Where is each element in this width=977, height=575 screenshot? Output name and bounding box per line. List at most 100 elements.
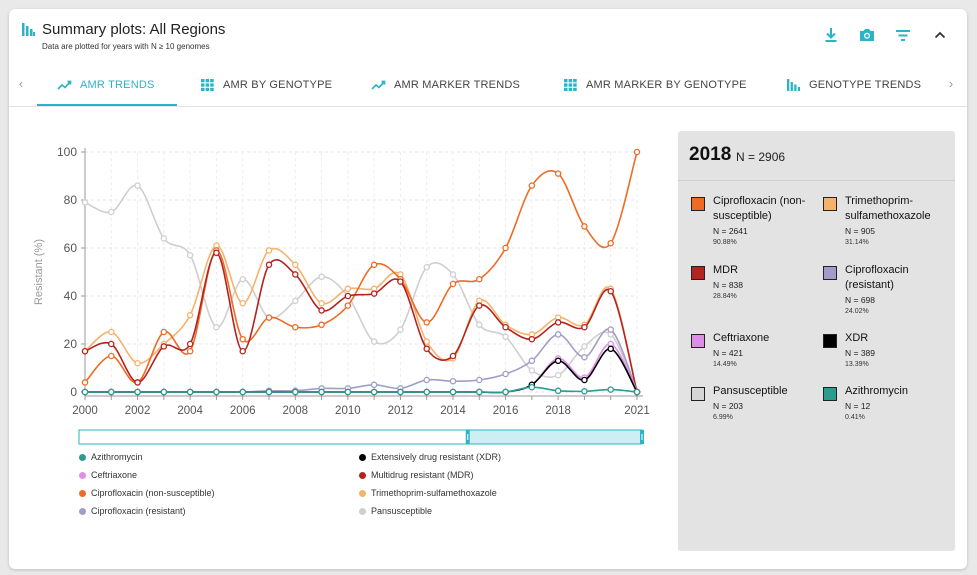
data-point-pansusceptible [581, 343, 588, 350]
data-point-extensively-drug-resistant-xdr [607, 345, 614, 353]
data-point-ciprofloxacin-non-susceptible [449, 280, 457, 288]
data-point-multidrug-resistant-mdr [108, 340, 115, 348]
data-point-pansusceptible [370, 338, 378, 345]
data-point-ciprofloxacin-resistant [502, 370, 509, 378]
data-point-pansusceptible [476, 321, 483, 329]
data-point-azithromycin [633, 388, 641, 396]
x-tick-label: 2000 [72, 405, 98, 417]
legend-label: Azithromycin [91, 452, 143, 462]
data-point-pansusceptible [108, 208, 115, 216]
data-point-ciprofloxacin-non-susceptible [528, 182, 536, 189]
chevron-up-icon[interactable] [931, 26, 949, 44]
data-point-ciprofloxacin-non-susceptible [502, 244, 509, 252]
data-point-trimethoprim-sulfamethoxazole [423, 338, 430, 345]
data-point-pansusceptible [213, 323, 220, 331]
panel-item-count: N = 421 [713, 348, 744, 358]
panel-item-percent: 90.88% [713, 239, 737, 246]
panel-year: 2018 [689, 144, 732, 165]
data-point-azithromycin [265, 388, 273, 396]
x-tick-label: 2021 [624, 405, 650, 417]
time-brush-selection[interactable] [467, 429, 643, 445]
panel-item-swatch [823, 197, 837, 211]
download-icon[interactable] [822, 26, 840, 44]
legend-item-trimethoprim-sulfamethoxazole[interactable]: Trimethoprim-sulfamethoxazole [359, 488, 497, 498]
tab-amr-by-genotype[interactable]: AMR BY GENOTYPE [200, 63, 332, 106]
data-point-azithromycin [318, 388, 325, 396]
data-point-ciprofloxacin-non-susceptible [81, 379, 89, 386]
tab-amr-marker-trends[interactable]: AMR MARKER TRENDS [371, 63, 520, 106]
legend-swatch [79, 489, 86, 497]
series-line-ciprofloxacin-non-susceptible [84, 151, 638, 384]
legend-label: Pansusceptible [371, 506, 433, 516]
filter-icon[interactable] [894, 26, 912, 44]
y-tick-label: 80 [64, 193, 78, 207]
panel-item-name: Azithromycin [845, 385, 908, 397]
data-point-azithromycin [423, 388, 430, 396]
legend-item-extensively-drug-resistant-xdr[interactable]: Extensively drug resistant (XDR) [359, 452, 501, 462]
data-point-multidrug-resistant-mdr [397, 278, 404, 285]
data-point-trimethoprim-sulfamethoxazole [134, 359, 141, 367]
data-point-ciprofloxacin-resistant [449, 377, 457, 385]
data-point-multidrug-resistant-mdr [449, 352, 457, 360]
data-point-multidrug-resistant-mdr [370, 290, 378, 297]
tabs-scroll-right-icon[interactable]: › [948, 76, 954, 91]
data-point-trimethoprim-sulfamethoxazole [239, 299, 246, 307]
tab-bar: ‹ AMR TRENDS AMR BY GENOTYPE AMR MARKER … [9, 63, 967, 107]
data-point-azithromycin [186, 388, 194, 396]
y-tick-label: 0 [70, 385, 77, 399]
y-tick-label: 60 [64, 241, 78, 255]
x-tick-label: 2008 [282, 405, 308, 417]
legend-item-azithromycin[interactable]: Azithromycin [79, 452, 143, 462]
year-details-panel: 2018 N = 2906 Ciprofloxacin (non-suscept… [678, 131, 955, 551]
data-point-azithromycin [344, 388, 352, 396]
series-line-azithromycin [85, 386, 638, 394]
data-point-pansusceptible [292, 297, 299, 305]
data-point-ciprofloxacin-non-susceptible [554, 170, 562, 177]
tab-label: AMR MARKER BY GENOTYPE [586, 78, 747, 91]
tab-genotype-trends[interactable]: GENOTYPE TRENDS [786, 63, 921, 106]
tabs-scroll-left-icon[interactable]: ‹ [18, 76, 24, 91]
legend-item-ciprofloxacin-non-susceptible[interactable]: Ciprofloxacin (non-susceptible) [79, 488, 215, 498]
data-point-pansusceptible [81, 199, 89, 206]
legend-label: Ciprofloxacin (resistant) [91, 506, 186, 516]
tabs-divider [9, 106, 967, 107]
camera-icon[interactable] [858, 26, 876, 44]
panel-item-name: Ciprofloxacin (resistant) [845, 264, 909, 291]
data-point-ciprofloxacin-resistant [423, 376, 430, 384]
data-point-azithromycin [607, 386, 614, 393]
data-point-ciprofloxacin-resistant [554, 331, 562, 338]
tab-label: GENOTYPE TRENDS [809, 78, 922, 91]
x-tick-label: 2016 [493, 405, 519, 417]
data-point-multidrug-resistant-mdr [160, 343, 168, 350]
data-point-ciprofloxacin-non-susceptible [607, 239, 614, 247]
trend-icon [371, 80, 386, 90]
amr-trends-line-chart: 0 20 40 60 80 100 2000 2002 2004 2006 2008 2010 2012… [33, 145, 650, 445]
panel-item-percent: 0.41% [845, 414, 865, 421]
legend-item-multidrug-resistant-mdr[interactable]: Multidrug resistant (MDR) [359, 470, 474, 480]
data-point-ciprofloxacin-non-susceptible [318, 321, 325, 329]
legend-item-pansusceptible[interactable]: Pansusceptible [359, 506, 432, 516]
data-point-pansusceptible [554, 371, 562, 379]
data-point-ciprofloxacin-non-susceptible [344, 302, 352, 309]
data-point-azithromycin [397, 388, 404, 396]
data-point-pansusceptible [186, 251, 194, 259]
bar-chart-icon [22, 23, 35, 36]
grid-icon [201, 78, 214, 91]
legend-item-ceftriaxone[interactable]: Ceftriaxone [79, 470, 137, 480]
legend-item-ciprofloxacin-resistant[interactable]: Ciprofloxacin (resistant) [79, 506, 186, 516]
panel-item-swatch [691, 266, 705, 280]
legend-label: Multidrug resistant (MDR) [371, 470, 474, 480]
tab-amr-marker-by-genotype[interactable]: AMR MARKER BY GENOTYPE [563, 63, 747, 106]
x-tick-label: 2014 [440, 405, 466, 417]
panel-item-percent: 14.49% [713, 361, 737, 368]
series-line-pansusceptible [84, 184, 638, 393]
panel-item-count: N = 389 [845, 348, 876, 358]
data-point-pansusceptible [423, 263, 430, 271]
data-point-multidrug-resistant-mdr [239, 347, 246, 355]
data-point-trimethoprim-sulfamethoxazole [108, 328, 115, 336]
legend-label: Extensively drug resistant (XDR) [371, 452, 502, 462]
bar-chart-icon [787, 78, 800, 91]
data-point-multidrug-resistant-mdr [344, 292, 352, 300]
data-point-ciprofloxacin-resistant [370, 381, 378, 389]
tab-amr-trends[interactable]: AMR TRENDS [57, 63, 155, 106]
